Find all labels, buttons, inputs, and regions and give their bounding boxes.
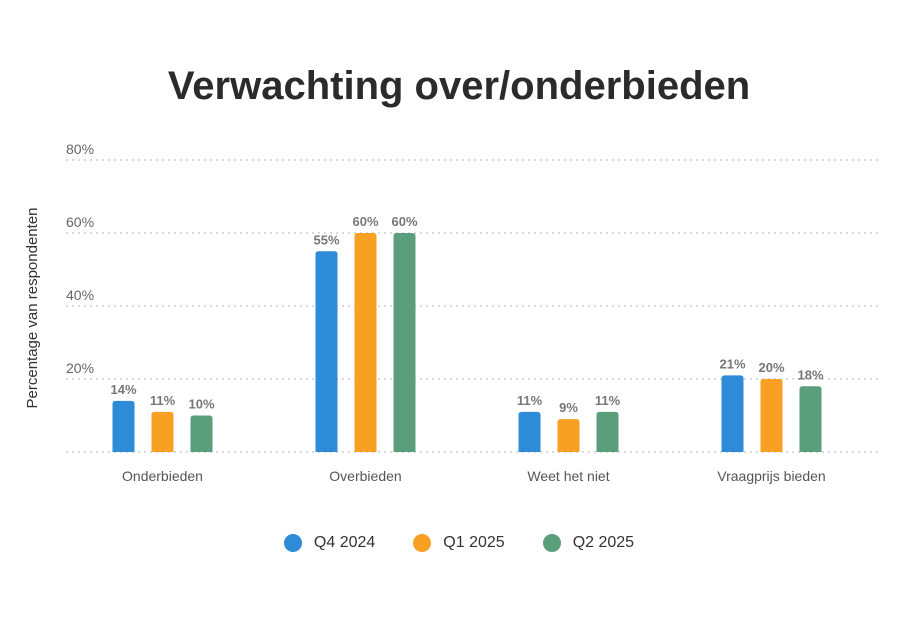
legend-swatch: [413, 534, 432, 552]
bar-q1-2025: [151, 411, 174, 452]
y-axis-label: Percentage van respondenten: [24, 208, 41, 409]
legend-label: Q4 2024: [313, 534, 376, 551]
y-tick-label: 20%: [66, 360, 94, 376]
legend-label: Q2 2025: [572, 534, 635, 551]
legend-swatch: [542, 534, 561, 552]
y-axis-ticks: 20% 40% 60% 80%: [66, 141, 94, 376]
bar-q4-2024: [721, 375, 744, 452]
y-tick-label: 40%: [66, 287, 94, 303]
data-label: 18%: [797, 367, 823, 382]
category-label: Overbieden: [329, 468, 401, 484]
legend-item: Q4 2024: [283, 534, 376, 552]
x-axis-categories: Onderbieden Overbieden Weet het niet Vraagp…: [122, 468, 826, 484]
bar-q4-2024: [518, 411, 541, 452]
bar-q1-2025: [354, 233, 377, 452]
data-label: 10%: [188, 397, 214, 412]
data-label: 11%: [595, 393, 621, 408]
legend-item: Q1 2025: [413, 534, 505, 552]
legend: Q4 2024 Q1 2025 Q2 2025: [0, 534, 918, 552]
data-label: 11%: [517, 393, 543, 408]
data-label: 55%: [313, 232, 339, 247]
y-tick-label: 80%: [66, 141, 94, 157]
data-label: 11%: [150, 393, 176, 408]
bar-q1-2025: [557, 419, 580, 452]
category-label: Vraagprijs bieden: [717, 468, 825, 484]
data-label: 9%: [559, 400, 578, 415]
bar-q4-2024: [315, 251, 338, 452]
bar-q4-2024: [112, 400, 135, 452]
data-label: 20%: [758, 360, 784, 375]
data-label: 60%: [352, 214, 378, 229]
legend-swatch: [283, 534, 302, 552]
bars: [112, 233, 822, 452]
bar-q2-2025: [799, 386, 822, 452]
data-labels: 14% 11% 10% 55% 60% 60% 11% 9% 11% 21% 20% 18%: [110, 214, 823, 415]
bar-q2-2025: [596, 411, 619, 452]
data-label: 14%: [110, 382, 136, 397]
y-tick-label: 60%: [66, 214, 94, 230]
legend-item: Q2 2025: [542, 534, 635, 552]
bar-q2-2025: [393, 233, 416, 452]
chart-title: Verwachting over/onderbieden: [167, 64, 751, 108]
category-label: Weet het niet: [527, 468, 609, 484]
data-label: 21%: [719, 356, 745, 371]
legend-label: Q1 2025: [443, 534, 505, 551]
data-label: 60%: [391, 214, 417, 229]
bar-q2-2025: [190, 415, 213, 452]
category-label: Onderbieden: [122, 468, 203, 484]
bar-q1-2025: [760, 379, 783, 452]
